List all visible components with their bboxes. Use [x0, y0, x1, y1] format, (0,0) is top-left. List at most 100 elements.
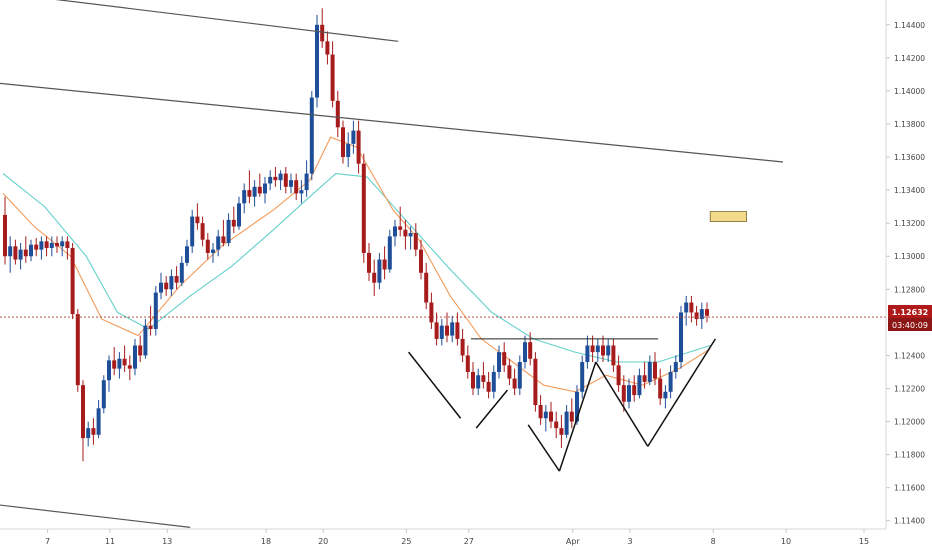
candle[interactable] [450, 315, 455, 343]
pattern-line[interactable] [558, 361, 597, 472]
candle[interactable] [481, 362, 486, 389]
candle[interactable] [65, 236, 70, 260]
candle[interactable] [445, 312, 449, 343]
candle[interactable] [200, 216, 205, 247]
target-box[interactable] [709, 211, 748, 222]
candle[interactable] [55, 236, 59, 253]
candle[interactable] [486, 371, 491, 399]
candle[interactable] [382, 246, 387, 280]
candle[interactable] [330, 41, 335, 108]
candle[interactable] [408, 226, 413, 250]
candle[interactable] [164, 276, 169, 296]
candle[interactable] [689, 295, 694, 323]
candle[interactable] [91, 418, 96, 445]
candle[interactable] [179, 256, 184, 286]
candle[interactable] [309, 90, 314, 181]
candle[interactable] [658, 368, 663, 406]
candle[interactable] [169, 269, 174, 296]
trendline[interactable] [0, 504, 191, 528]
candle[interactable] [429, 292, 434, 329]
candle[interactable] [133, 338, 137, 376]
candle[interactable] [247, 170, 252, 204]
candle[interactable] [419, 239, 423, 280]
candle[interactable] [127, 355, 132, 381]
candle[interactable] [257, 173, 262, 197]
candle[interactable] [377, 252, 382, 290]
candle[interactable] [13, 239, 18, 265]
pattern-line[interactable] [475, 389, 508, 429]
candle[interactable] [497, 345, 501, 379]
candle[interactable] [455, 312, 460, 346]
candle[interactable] [143, 319, 148, 359]
candle[interactable] [502, 342, 507, 372]
candle[interactable] [465, 345, 470, 379]
candle[interactable] [138, 335, 143, 363]
candle[interactable] [361, 153, 366, 263]
candle[interactable] [299, 180, 304, 204]
candle[interactable] [216, 229, 221, 257]
candle[interactable] [679, 305, 683, 369]
candle[interactable] [39, 236, 44, 260]
candle[interactable] [23, 236, 28, 263]
candle[interactable] [528, 332, 533, 366]
candle[interactable] [439, 319, 444, 346]
candle[interactable] [647, 355, 652, 386]
candle[interactable] [325, 31, 330, 65]
candle[interactable] [585, 335, 590, 369]
candle[interactable] [642, 362, 647, 389]
candle[interactable] [34, 238, 39, 257]
candle[interactable] [60, 236, 65, 257]
candle[interactable] [122, 345, 127, 372]
candle[interactable] [148, 305, 153, 336]
candle[interactable] [44, 236, 49, 257]
candle[interactable] [356, 120, 361, 174]
pattern-line[interactable] [408, 351, 462, 419]
candle[interactable] [283, 166, 288, 194]
candle[interactable] [372, 259, 377, 296]
candle[interactable] [627, 378, 631, 409]
candle[interactable] [268, 170, 273, 191]
candle[interactable] [611, 338, 616, 372]
candle[interactable] [205, 233, 210, 260]
candle[interactable] [413, 223, 418, 257]
candle[interactable] [632, 375, 637, 402]
candle[interactable] [29, 239, 33, 262]
candle[interactable] [273, 166, 278, 187]
candle[interactable] [185, 239, 189, 267]
pattern-line[interactable] [647, 338, 717, 447]
candle[interactable] [653, 352, 657, 386]
candle[interactable] [637, 368, 642, 399]
candle[interactable] [8, 236, 13, 273]
candle[interactable] [549, 401, 553, 429]
pattern-line[interactable] [595, 361, 649, 447]
candle[interactable] [367, 243, 371, 282]
candle[interactable] [673, 355, 678, 379]
candle[interactable] [351, 120, 356, 154]
candle[interactable] [18, 243, 23, 270]
candle[interactable] [543, 405, 548, 432]
candle[interactable] [694, 305, 699, 326]
candle[interactable] [289, 173, 293, 194]
candle[interactable] [403, 219, 408, 250]
candle[interactable] [616, 355, 621, 392]
candle[interactable] [278, 170, 283, 191]
trendline[interactable] [0, 82, 784, 163]
candle[interactable] [107, 355, 111, 392]
candle[interactable] [159, 272, 163, 300]
candle[interactable] [424, 262, 429, 310]
candle[interactable] [153, 285, 158, 336]
candle[interactable] [533, 352, 538, 412]
candle[interactable] [81, 380, 85, 462]
candle[interactable] [211, 243, 215, 263]
candle[interactable] [512, 368, 517, 396]
candle[interactable] [590, 335, 595, 363]
candle[interactable] [595, 338, 600, 363]
candle[interactable] [569, 398, 574, 429]
candle[interactable] [190, 209, 195, 253]
candle[interactable] [580, 355, 585, 399]
candle[interactable] [294, 173, 299, 201]
candle[interactable] [663, 385, 668, 409]
candle[interactable] [538, 395, 543, 425]
candle[interactable] [231, 206, 236, 234]
